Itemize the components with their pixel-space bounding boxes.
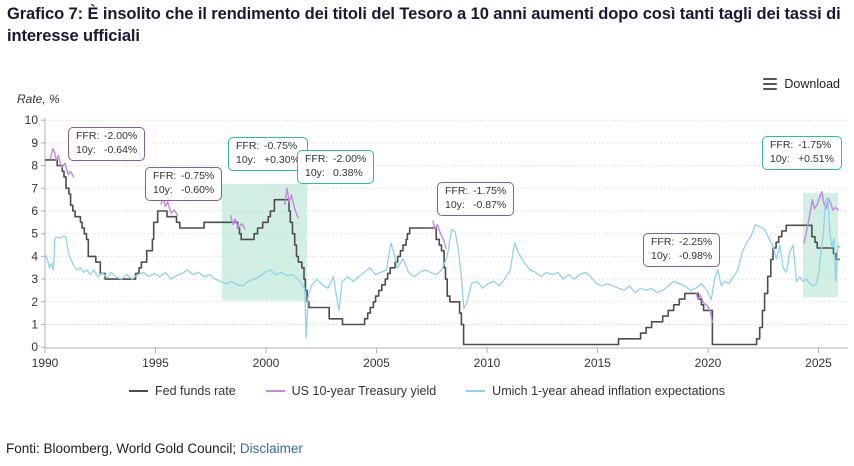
y-tick-label: 0: [31, 340, 38, 354]
us-10-year-treasury-yield-line: [695, 291, 714, 323]
us-10-year-treasury-yield-line: [49, 147, 75, 178]
x-tick-label: 2020: [695, 356, 722, 370]
download-menu-icon: [763, 77, 778, 91]
legend-item-umich-1-year-ahead-inflation-expectations[interactable]: Umich 1-year ahead inflation expectation…: [466, 384, 725, 398]
us-10-year-treasury-yield-line: [432, 220, 447, 250]
source-text: Fonti: Bloomberg, World Gold Council;: [6, 441, 237, 456]
page-title: Grafico 7: È insolito che il rendimento …: [7, 5, 841, 45]
download-button[interactable]: Download: [763, 77, 840, 91]
y-tick-label: 5: [31, 227, 38, 241]
y-tick-label: 4: [31, 249, 38, 263]
y-axis-title: Rate, %: [17, 92, 60, 106]
legend-swatch: [466, 390, 486, 392]
y-tick-label: 3: [31, 272, 38, 286]
x-tick-label: 1990: [32, 356, 59, 370]
y-tick-label: 9: [31, 136, 38, 150]
us-10-year-treasury-yield-line: [284, 187, 299, 219]
y-tick-label: 2: [31, 295, 38, 309]
chart-area: 0 1 2 3 4 5 6 7 8 9 10 1990 1995 2000 2005 2010 2015 2020…: [0, 90, 854, 382]
fed-funds-rate-line: [45, 159, 840, 346]
y-tick-label: 8: [31, 159, 38, 173]
x-tick-label: 2015: [584, 356, 611, 370]
legend-item-fed-funds-rate[interactable]: Fed funds rate: [129, 384, 236, 398]
chart-legend: Fed funds rate US 10-year Treasury yield U…: [0, 384, 854, 398]
legend-item-us-10-year-treasury-yield[interactable]: US 10-year Treasury yield: [265, 384, 437, 398]
umich-1-year-ahead-inflation-expectations-line: [44, 196, 841, 339]
y-tick-label: 1: [31, 318, 38, 332]
us-10-year-treasury-yield-line: [803, 190, 840, 244]
us-10-year-treasury-yield-line: [160, 196, 179, 217]
legend-swatch: [265, 390, 285, 392]
source-note: Fonti: Bloomberg, World Gold Council; Di…: [6, 441, 303, 456]
legend-label: Fed funds rate: [155, 384, 236, 398]
legend-label: Umich 1-year ahead inflation expectation…: [492, 384, 725, 398]
us-10-year-treasury-yield-line: [229, 214, 246, 230]
chart-canvas: 0 1 2 3 4 5 6 7 8 9 10 1990 1995 2000 2005 2010 2015 2020…: [25, 113, 848, 370]
legend-swatch: [129, 390, 149, 392]
x-tick-label: 2005: [363, 356, 390, 370]
download-label: Download: [784, 77, 840, 91]
legend-label: US 10-year Treasury yield: [291, 384, 437, 398]
y-tick-label: 6: [31, 204, 38, 218]
x-tick-label: 2025: [805, 356, 832, 370]
x-tick-label: 2000: [253, 356, 280, 370]
x-tick-label: 1995: [142, 356, 169, 370]
disclaimer-link[interactable]: Disclaimer: [239, 441, 303, 456]
x-tick-label: 2010: [474, 356, 501, 370]
y-tick-label: 7: [31, 181, 38, 195]
y-tick-label: 10: [25, 113, 39, 127]
